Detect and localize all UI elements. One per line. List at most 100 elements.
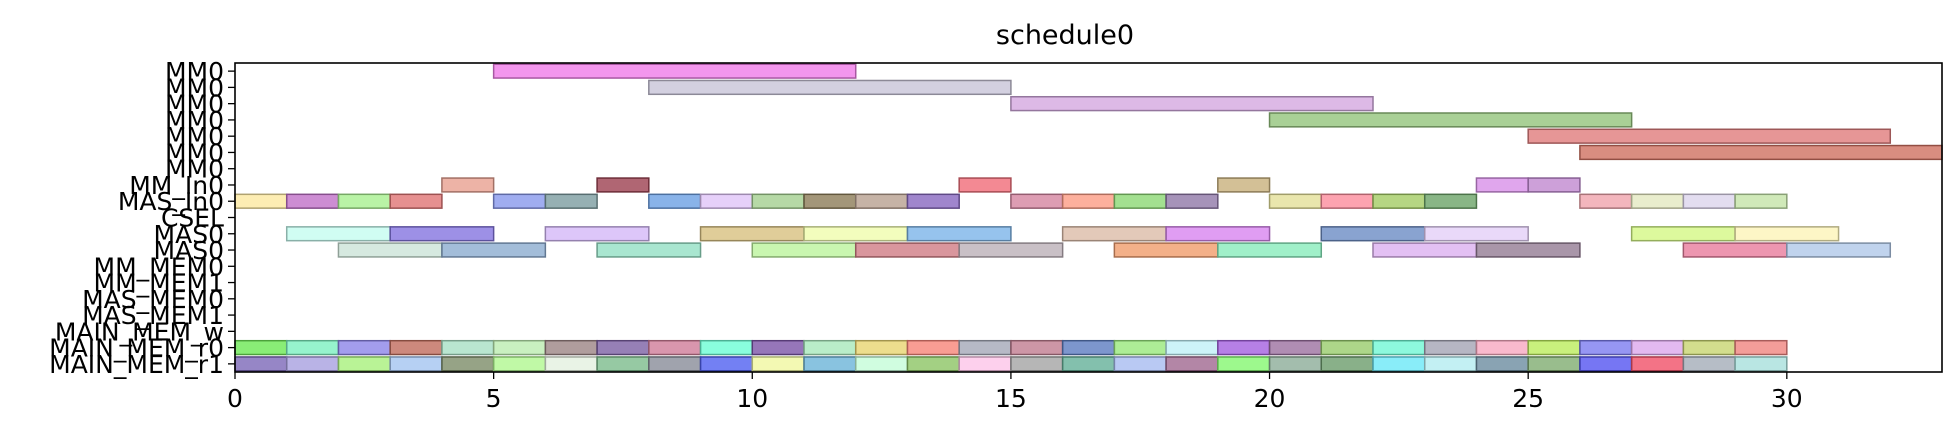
task-bar [492,339,547,356]
task-bar [1372,339,1426,356]
task-bar [1579,339,1633,356]
y-tick-label: MAS0 [154,220,224,249]
task-bar [389,193,443,209]
task-bar [699,193,754,209]
task-bar [1682,193,1736,209]
y-tick-label: CSEL [161,204,224,233]
task-bar [1475,177,1529,193]
task-bar [958,177,1012,193]
task-bar [1113,339,1167,356]
task-bar [337,242,443,258]
task-bar [1113,193,1167,209]
task-bar [1217,177,1271,193]
task-bar [1423,226,1529,242]
y-tick-label: MAIN_MEM_r1 [49,350,224,379]
task-bar [1579,193,1633,209]
task-bar [1630,226,1736,242]
task-bar [1165,339,1219,356]
task-bar [1010,339,1064,356]
task-bar [958,242,1064,258]
task-bar [544,339,598,356]
y-tick-label: MM0 [165,90,224,119]
task-bar [1734,339,1788,356]
y-tick-label: MM0 [165,73,224,102]
task-bar [492,63,857,79]
task-bar [854,193,909,209]
task-bar [958,356,1012,372]
task-bar [596,356,650,372]
y-tick-label: MAIN_MEM_w [55,317,224,346]
task-bar [648,339,702,356]
y-tick-label: MM_MEM0 [94,252,224,281]
task-bar [958,339,1012,356]
task-bar [441,339,495,356]
task-bar [596,339,650,356]
task-bar [1372,193,1426,209]
task-bar [1372,356,1426,372]
task-bar [1423,193,1478,209]
task-bar [1010,193,1064,209]
task-bar [854,356,909,372]
task-bar [906,193,960,209]
task-bar [1268,356,1323,372]
x-tick-label: 10 [736,384,768,413]
task-bar [285,193,340,209]
task-bar [1165,226,1271,242]
x-tick-label: 20 [1254,384,1286,413]
task-bar [1527,177,1581,193]
task-bar [441,177,495,193]
task-bar [648,79,1012,96]
task-bar [1268,112,1633,128]
task-bar [699,356,754,372]
task-bar [1423,339,1478,356]
task-bar [1113,356,1167,372]
task-bar [803,339,857,356]
task-bar [1475,339,1529,356]
y-tick-label: MAIN_MEM_r0 [49,334,224,363]
y-tick-label: MAS_In0 [118,187,224,216]
task-bar [389,339,443,356]
task-bar [699,339,754,356]
task-bar [1630,193,1685,209]
task-bar [544,356,598,372]
task-bar [1734,356,1788,372]
task-bar [1320,193,1374,209]
task-bar [596,177,650,193]
task-bar [1268,193,1323,209]
task-bar [389,226,495,242]
task-bar [544,226,650,242]
task-bar [854,242,960,258]
task-bar [906,356,960,372]
task-bar [1475,242,1581,258]
task-bar [1682,242,1788,258]
task-bar [441,356,495,372]
x-tick-label: 25 [1512,384,1544,413]
task-bar [234,356,288,372]
task-bar [1217,356,1271,372]
task-bar [492,193,547,209]
task-bar [285,339,340,356]
y-tick-label: MAS0 [154,236,224,265]
task-bar [285,226,391,242]
task-bar [1734,193,1788,209]
task-bar [699,226,805,242]
task-bar [1579,356,1633,372]
x-tick-label: 15 [995,384,1027,413]
task-bar [854,339,909,356]
task-bar [234,339,288,356]
chart-title: schedule0 [996,20,1134,51]
task-bar [1423,356,1478,372]
x-tick-label: 0 [227,384,243,413]
y-tick-label: MAS_MEM0 [82,285,224,314]
task-bar [751,193,805,209]
task-bar [285,356,340,372]
task-bar [1010,356,1064,372]
task-bar [1061,193,1116,209]
task-bar [1217,242,1323,258]
task-bar [234,193,288,209]
task-bar [803,356,857,372]
bars-layer [234,63,1943,372]
task-bar [648,193,702,209]
y-tick-label: MM_In0 [129,171,224,200]
